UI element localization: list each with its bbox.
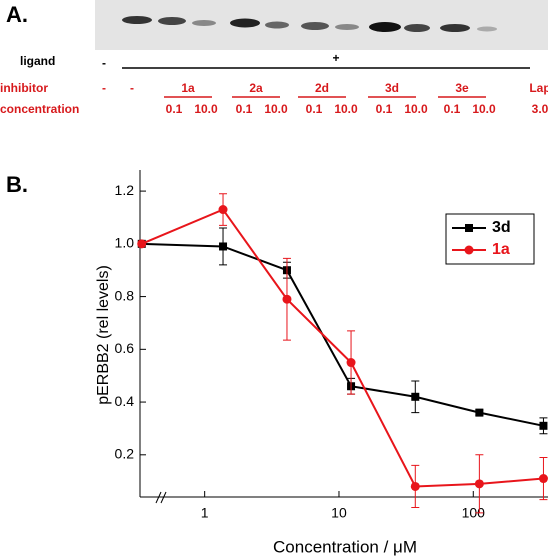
marker	[219, 242, 228, 251]
row-label: ligand	[20, 54, 55, 68]
cell: 10.0	[264, 102, 288, 116]
marker	[475, 408, 484, 417]
marker	[474, 479, 484, 489]
x-axis-label: Concentration / μM	[273, 537, 417, 556]
marker	[539, 421, 548, 430]
legend-box	[445, 213, 535, 265]
x-tick-label: 1	[201, 505, 209, 521]
panel-label: B.	[6, 172, 28, 197]
cell: 2a	[249, 81, 263, 95]
cell: 0.1	[376, 102, 393, 116]
y-tick-label: 1.2	[115, 182, 135, 198]
marker	[282, 294, 292, 304]
legend-marker	[465, 224, 473, 232]
legend-label: 3d	[492, 219, 511, 236]
cell: 3.0	[532, 102, 548, 116]
cell: Lap	[529, 81, 548, 95]
row-label: inhibitor	[0, 81, 48, 95]
marker	[346, 358, 356, 368]
cell: 10.0	[404, 102, 428, 116]
y-axis-label: pERBB2 (rel levels)	[95, 265, 112, 405]
cell: -	[102, 81, 106, 95]
y-tick-label: 0.2	[115, 446, 135, 462]
y-tick-label: 0.6	[115, 340, 135, 356]
cell: 3e	[455, 81, 469, 95]
row-label: concentration	[0, 102, 79, 116]
cell: 2d	[315, 81, 329, 95]
marker	[410, 481, 420, 491]
cell: 0.1	[306, 102, 323, 116]
legend-label: 1a	[492, 241, 510, 258]
cell: 0.1	[166, 102, 183, 116]
cell: 10.0	[472, 102, 496, 116]
y-tick-label: 0.8	[115, 287, 135, 303]
marker	[411, 392, 420, 401]
cell: 0.1	[444, 102, 461, 116]
cell: -	[130, 81, 134, 95]
cell: 1a	[181, 81, 195, 95]
series-line	[141, 242, 544, 427]
marker	[538, 474, 548, 484]
marker	[218, 205, 228, 215]
cell: 10.0	[194, 102, 218, 116]
y-tick-label: 0.4	[115, 393, 135, 409]
cell: -	[102, 56, 106, 70]
cell: 0.1	[236, 102, 253, 116]
cell: 10.0	[334, 102, 358, 116]
marker	[137, 239, 147, 249]
x-tick-label: 10	[331, 505, 347, 521]
cell: +	[332, 51, 339, 65]
cell: 3d	[385, 81, 399, 95]
blot	[95, 0, 548, 50]
panel-label: A.	[6, 2, 28, 27]
legend-marker	[464, 245, 474, 255]
y-tick-label: 1.0	[115, 235, 135, 251]
